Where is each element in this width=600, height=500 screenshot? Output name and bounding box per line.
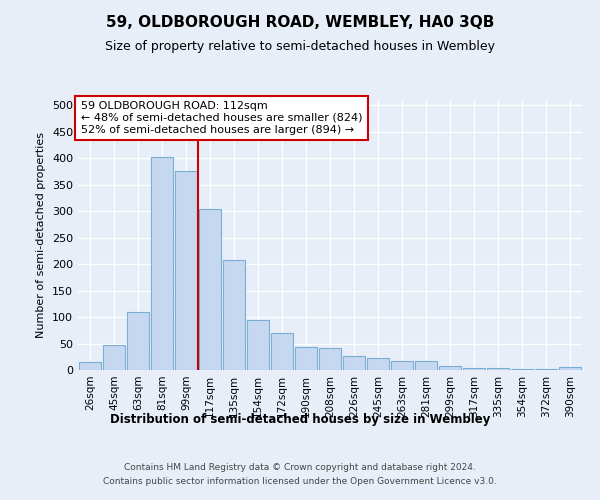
Bar — [199, 208, 221, 370]
Text: 59 OLDBOROUGH ROAD: 112sqm
← 48% of semi-detached houses are smaller (824)
52% o: 59 OLDBOROUGH ROAD: 112sqm ← 48% of semi… — [80, 102, 362, 134]
Bar — [343, 356, 365, 370]
Bar — [415, 361, 437, 370]
Text: 59, OLDBOROUGH ROAD, WEMBLEY, HA0 3QB: 59, OLDBOROUGH ROAD, WEMBLEY, HA0 3QB — [106, 15, 494, 30]
Text: Contains HM Land Registry data © Crown copyright and database right 2024.: Contains HM Land Registry data © Crown c… — [124, 462, 476, 471]
Bar — [463, 368, 485, 370]
Bar — [391, 361, 413, 370]
Bar — [247, 320, 269, 370]
Y-axis label: Number of semi-detached properties: Number of semi-detached properties — [37, 132, 46, 338]
Text: Contains public sector information licensed under the Open Government Licence v3: Contains public sector information licen… — [103, 478, 497, 486]
Bar — [271, 333, 293, 370]
Bar — [223, 260, 245, 370]
Bar — [367, 358, 389, 370]
Bar — [319, 348, 341, 370]
Text: Size of property relative to semi-detached houses in Wembley: Size of property relative to semi-detach… — [105, 40, 495, 53]
Bar — [175, 172, 197, 370]
Bar — [79, 362, 101, 370]
Bar — [103, 345, 125, 370]
Bar — [295, 347, 317, 370]
Bar — [127, 312, 149, 370]
Bar — [439, 366, 461, 370]
Bar — [151, 156, 173, 370]
Bar — [559, 368, 581, 370]
Text: Distribution of semi-detached houses by size in Wembley: Distribution of semi-detached houses by … — [110, 412, 490, 426]
Bar — [487, 368, 509, 370]
